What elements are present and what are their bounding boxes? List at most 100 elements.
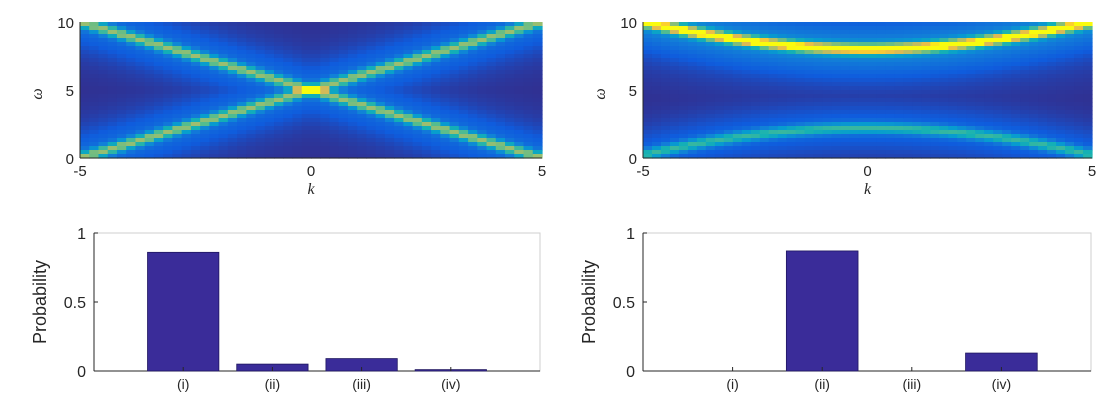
heatmap-cell (957, 86, 967, 91)
heatmap-cell (375, 90, 386, 95)
heatmap-cell (107, 26, 118, 31)
heatmap-cell (421, 150, 432, 155)
heatmap-cell (347, 106, 358, 111)
heatmap-cell (135, 130, 146, 135)
heatmap-cell (514, 62, 525, 67)
heatmap-cell (218, 134, 229, 139)
heatmap-cell (795, 142, 806, 147)
heatmap-cell (930, 58, 940, 63)
heatmap-cell (135, 122, 146, 127)
heatmap-cell (696, 138, 707, 143)
heatmap-cell (777, 38, 788, 43)
heatmap-cell (237, 58, 247, 63)
heatmap-cell (939, 118, 949, 123)
heatmap-cell (338, 54, 349, 59)
heatmap-cell (347, 90, 358, 95)
heatmap-cell (1047, 146, 1057, 151)
heatmap-cell (144, 90, 155, 95)
heatmap-cell (292, 98, 303, 103)
heatmap-cell (643, 34, 653, 39)
heatmap-cell (274, 82, 284, 87)
heatmap-cell (741, 126, 752, 131)
heatmap-cell (283, 66, 294, 71)
heatmap-cell (311, 98, 321, 103)
heatmap-cell (126, 114, 137, 119)
heatmap-cell (768, 82, 779, 87)
heatmap-cell (227, 142, 238, 147)
heatmap-cell (750, 42, 761, 47)
heatmap-cell (126, 110, 137, 115)
heatmap-cell (732, 86, 743, 91)
heatmap-cell (440, 90, 451, 95)
heatmap-cell (514, 46, 525, 51)
heatmap-cell (1074, 146, 1084, 151)
heatmap-cell (172, 142, 183, 147)
heatmap-cell (468, 66, 478, 71)
heatmap-cell (523, 114, 534, 119)
heatmap-cell (939, 34, 949, 39)
heatmap-cell (660, 42, 671, 47)
heatmap-cell (311, 118, 321, 123)
heatmap-cell (190, 30, 201, 35)
x-tick-label: 5 (1088, 163, 1096, 180)
heatmap-cell (98, 74, 109, 79)
heatmap-cell (153, 26, 164, 31)
heatmap-cell (885, 26, 896, 31)
heatmap-cell (795, 122, 806, 127)
heatmap-cell (669, 46, 680, 51)
heatmap-cell (1083, 134, 1093, 139)
heatmap-cell (1083, 58, 1093, 63)
heatmap-cell (200, 110, 210, 115)
heatmap-cell (723, 138, 734, 143)
heatmap-cell (384, 98, 395, 103)
heatmap-cell (822, 106, 833, 111)
heatmap-cell (993, 90, 1003, 95)
heatmap-cell (696, 114, 707, 119)
heatmap-cell (849, 146, 860, 151)
heatmap-cell (660, 146, 671, 151)
heatmap-cell (329, 54, 340, 59)
heatmap-cell (813, 102, 824, 107)
heatmap-cell (768, 98, 779, 103)
heatmap-cell (876, 66, 887, 71)
heatmap-cell (687, 46, 698, 51)
heatmap-cell (135, 38, 146, 43)
heatmap-cell (477, 50, 488, 55)
heatmap-cell (384, 62, 395, 67)
heatmap-cell (921, 106, 931, 111)
heatmap-cell (200, 26, 210, 31)
heatmap-cell (486, 22, 497, 27)
heatmap-cell (190, 98, 201, 103)
heatmap-cell (966, 34, 976, 39)
heatmap-cell (678, 134, 689, 139)
heatmap-cell (849, 122, 860, 127)
y-axis-label: ω (29, 88, 46, 99)
heatmap-cell (311, 82, 321, 87)
heatmap-cell (813, 138, 824, 143)
heatmap-cell (292, 114, 303, 119)
heatmap-cell (768, 150, 779, 155)
heatmap-cell (822, 126, 833, 131)
heatmap-cell (329, 110, 340, 115)
heatmap-cell (255, 130, 266, 135)
heatmap-cell (384, 138, 395, 143)
heatmap-cell (1074, 150, 1084, 155)
heatmap-cell (523, 62, 534, 67)
heatmap-cell (1038, 114, 1048, 119)
heatmap-cell (966, 118, 976, 123)
heatmap-cell (1002, 146, 1012, 151)
heatmap-cell (768, 130, 779, 135)
heatmap-cell (190, 70, 201, 75)
heatmap-cell (98, 114, 109, 119)
heatmap-cell (948, 34, 958, 39)
heatmap-cell (786, 62, 797, 67)
heatmap-cell (477, 34, 488, 39)
heatmap-cell (1074, 46, 1084, 51)
heatmap-cell (421, 130, 432, 135)
heatmap-cell (477, 142, 488, 147)
heatmap-cell (984, 94, 994, 99)
heatmap-cell (687, 138, 698, 143)
heatmap-cell (384, 54, 395, 59)
heatmap-cell (144, 142, 155, 147)
heatmap-cell (384, 110, 395, 115)
